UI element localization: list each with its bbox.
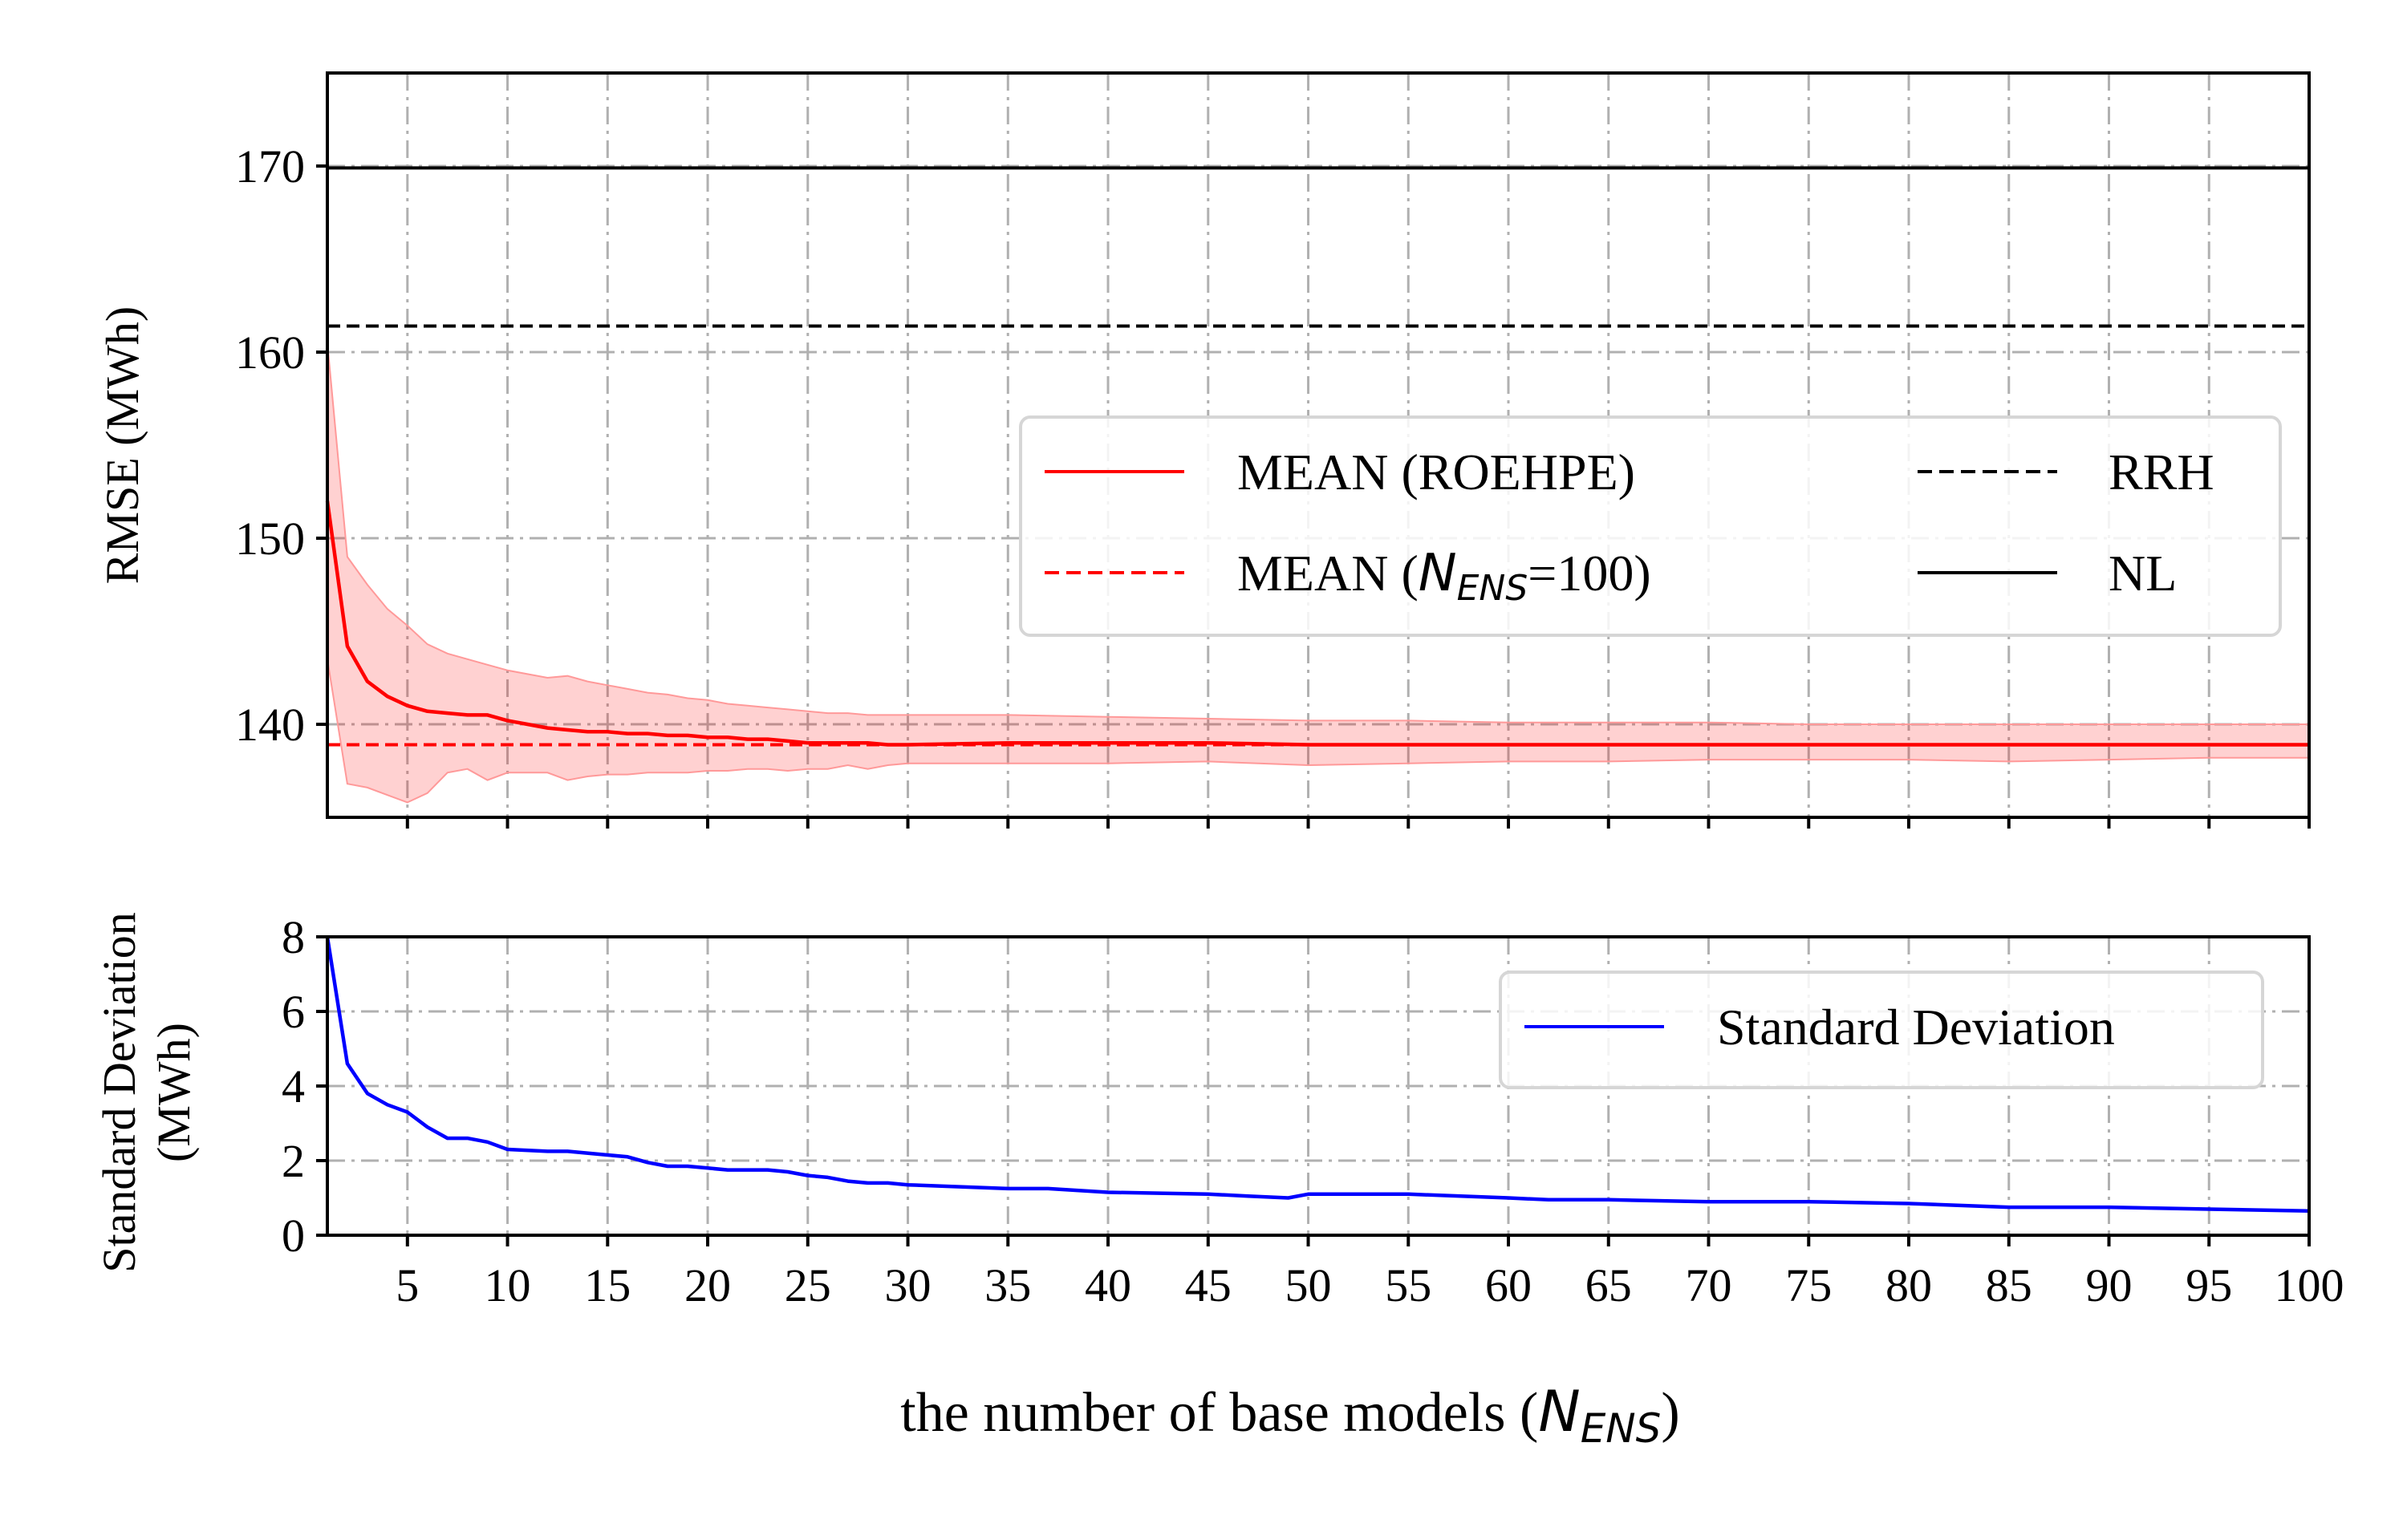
x-tick-label: 20 xyxy=(684,1259,731,1311)
std-legend-box xyxy=(1499,971,2264,1089)
x-axis-label: the number of base models (NENS) xyxy=(900,1379,1679,1452)
std-ytick-label: 8 xyxy=(282,911,305,963)
x-tick-label: 50 xyxy=(1285,1259,1332,1311)
rmse-ytick-label: 140 xyxy=(235,699,305,751)
std-ytick-label: 4 xyxy=(282,1060,305,1112)
rmse-frame xyxy=(326,71,2311,819)
x-tick-label: 80 xyxy=(1885,1259,1932,1311)
rmse-legend-box xyxy=(1019,415,2282,637)
x-tick-label: 40 xyxy=(1085,1259,1131,1311)
std-lines-group xyxy=(325,936,2310,1214)
rmse-ytick-label: 160 xyxy=(235,326,305,379)
rmse-lines-group xyxy=(325,166,2309,747)
x-tick-label: 45 xyxy=(1185,1259,1232,1311)
x-tick-label: 5 xyxy=(396,1259,419,1311)
x-tick-label: 15 xyxy=(584,1259,631,1311)
rmse-mean-line xyxy=(325,500,2309,747)
std-legend: Standard Deviation xyxy=(1499,971,2264,1089)
x-tick-label: 95 xyxy=(2186,1259,2232,1311)
std-ytick-label: 2 xyxy=(282,1135,305,1187)
legend-label-std: Standard Deviation xyxy=(1717,999,2115,1056)
legend-label-nl: NL xyxy=(2109,545,2177,602)
rmse-legend: MEAN (ROEHPE) MEAN (NENS=100) RRH NL xyxy=(1019,415,2282,637)
rmse-ticks: 140 150 160 170 xyxy=(235,140,2311,829)
legend-label-mean: MEAN (ROEHPE) xyxy=(1237,444,1635,500)
x-tick-label: 75 xyxy=(1785,1259,1832,1311)
rmse-axes: 140 150 160 170 RMSE (MWh) xyxy=(96,71,2311,829)
rmse-ylabel: RMSE (MWh) xyxy=(96,306,148,584)
rmse-ytick-label: 150 xyxy=(235,513,305,565)
std-line xyxy=(325,936,2310,1214)
x-tick-label: 65 xyxy=(1585,1259,1632,1311)
x-tick-label: 100 xyxy=(2275,1259,2344,1311)
x-tick-label: 85 xyxy=(1986,1259,2032,1311)
x-tick-label: 70 xyxy=(1686,1259,1732,1311)
x-tick-label: 25 xyxy=(785,1259,831,1311)
legend-label-rrh: RRH xyxy=(2109,444,2214,500)
std-ytick-label: 0 xyxy=(282,1210,305,1262)
legend-label-mean100: MEAN (NENS=100) xyxy=(1237,544,1651,609)
x-tick-label: 30 xyxy=(885,1259,932,1311)
x-tick-label: 90 xyxy=(2086,1259,2133,1311)
x-tick-label: 10 xyxy=(485,1259,531,1311)
std-ylabel-line2: (MWh) xyxy=(148,1023,200,1162)
x-tick-label: 55 xyxy=(1385,1259,1431,1311)
std-ylabel-line1: Standard Deviation xyxy=(93,912,145,1272)
std-ytick-label: 6 xyxy=(282,986,305,1038)
x-tick-label: 35 xyxy=(984,1259,1031,1311)
x-tick-label: 60 xyxy=(1485,1259,1532,1311)
rmse-ytick-label: 170 xyxy=(235,140,305,192)
